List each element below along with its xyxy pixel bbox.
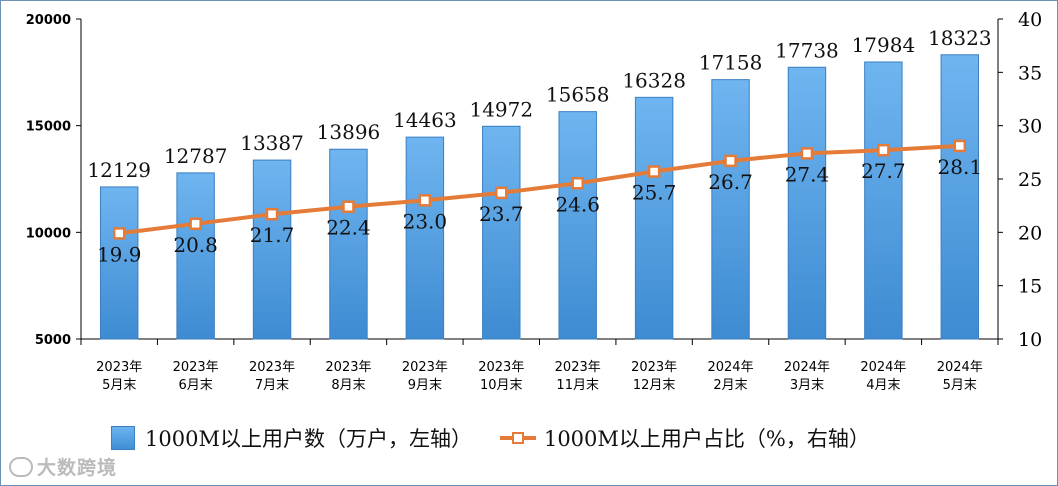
bar-value-label: 12787 [164, 144, 228, 168]
left-tick-label: 15000 [26, 120, 71, 135]
bar-value-label: 17984 [852, 33, 916, 57]
category-label-year: 2023年 [249, 360, 295, 375]
line-value-label: 27.4 [785, 162, 830, 186]
bar [176, 172, 215, 340]
category-label-year: 2023年 [173, 360, 219, 375]
category-label-year: 2023年 [96, 360, 142, 375]
category-label-month: 12月末 [633, 378, 676, 393]
bar [864, 61, 903, 340]
bar [787, 66, 827, 340]
left-tick-label: 10000 [26, 226, 71, 241]
category-label-month: 2月末 [713, 378, 747, 393]
bar [405, 136, 445, 340]
line-value-label: 25.7 [632, 181, 677, 205]
bar [99, 186, 139, 340]
legend: 1000M以上用户数（万户，左轴） 1000M以上用户占比（%，右轴） [111, 423, 898, 453]
right-tick-label: 15 [1018, 276, 1042, 298]
line-value-label: 26.7 [708, 170, 753, 194]
right-tick-label: 35 [1018, 62, 1042, 84]
legend-label-share: 1000M以上用户占比（%，右轴） [543, 427, 870, 451]
left-tick-label: 5000 [35, 333, 71, 348]
category-label-month: 5月末 [943, 378, 977, 393]
watermark: 大数跨境 [9, 453, 117, 480]
bar-value-label: 18323 [928, 26, 992, 50]
logo-icon [9, 456, 33, 477]
category-label-year: 2023年 [325, 360, 371, 375]
line-point [495, 186, 508, 200]
category-label-month: 3月末 [790, 378, 824, 393]
bar-value-label: 14463 [393, 108, 457, 132]
category-label-year: 2024年 [860, 360, 906, 375]
line-value-label: 24.6 [555, 192, 600, 216]
left-tick-label: 20000 [26, 13, 71, 28]
category-label-year: 2023年 [555, 360, 601, 375]
right-tick-label: 25 [1018, 169, 1042, 191]
bar [482, 125, 521, 340]
right-tick-label: 40 [1018, 9, 1042, 31]
line-value-label: 27.7 [861, 159, 906, 183]
bar-value-label: 16328 [622, 68, 686, 92]
bar-value-label: 14972 [469, 97, 533, 121]
category-label-month: 6月末 [178, 378, 212, 393]
bar [940, 54, 980, 340]
category-label-month: 7月末 [255, 378, 289, 393]
line-point [647, 165, 661, 178]
category-label-month: 9月末 [408, 378, 442, 393]
bar-value-label: 15658 [546, 83, 610, 107]
line-value-label: 20.8 [173, 233, 218, 257]
category-label-year: 2024年 [937, 360, 983, 375]
line-value-label: 23.0 [403, 209, 448, 233]
category-label-month: 5月末 [102, 378, 136, 393]
category-label-month: 11月末 [556, 378, 599, 393]
bar-value-label: 12129 [87, 158, 151, 182]
line-point [724, 154, 737, 168]
right-tick-label: 10 [1018, 329, 1042, 351]
line-point [877, 143, 890, 157]
bar-value-label: 17158 [699, 51, 763, 75]
line-point [953, 139, 967, 153]
right-tick-label: 20 [1018, 222, 1042, 244]
line-value-label: 21.7 [250, 223, 295, 247]
line-value-label: 22.4 [326, 216, 371, 240]
bar [711, 79, 750, 340]
bar [558, 111, 597, 340]
line-point [112, 227, 126, 240]
category-label-year: 2024年 [707, 360, 753, 375]
category-label-year: 2023年 [478, 360, 524, 375]
category-label-year: 2023年 [402, 360, 448, 375]
bar [252, 159, 292, 340]
line-value-label: 28.1 [938, 155, 983, 179]
legend-line-swatch [499, 427, 536, 449]
bar [329, 148, 368, 340]
bar-value-label: 13387 [240, 131, 304, 155]
category-label-year: 2023年 [631, 360, 677, 375]
bar-value-label: 17738 [775, 38, 839, 62]
line-point [800, 147, 814, 160]
legend-item-users: 1000M以上用户数（万户，左轴） [111, 423, 472, 453]
line-point [571, 177, 584, 190]
bar [634, 96, 674, 340]
category-label-month: 10月末 [480, 378, 523, 393]
line-point [265, 207, 279, 221]
legend-bar-swatch [111, 426, 135, 450]
chart: 5000 10000 15000 20000 10 15 20 25 30 35 40 2023年 5月… [26, 9, 1042, 393]
legend-label-users: 1000M以上用户数（万户，左轴） [145, 427, 472, 451]
line-point [342, 200, 355, 213]
watermark-text: 大数跨境 [37, 457, 118, 479]
line-point [418, 194, 432, 207]
share-line [118, 143, 960, 236]
legend-item-share: 1000M以上用户占比（%，右轴） [499, 423, 870, 453]
right-tick-label: 30 [1018, 116, 1042, 138]
category-label-month: 4月末 [866, 378, 900, 393]
bar-value-label: 13896 [317, 120, 381, 144]
category-label-month: 8月末 [331, 378, 365, 393]
line-value-label: 23.7 [479, 202, 524, 226]
line-point [189, 217, 202, 231]
line-value-label: 19.9 [97, 242, 142, 266]
category-label-year: 2024年 [784, 360, 830, 375]
